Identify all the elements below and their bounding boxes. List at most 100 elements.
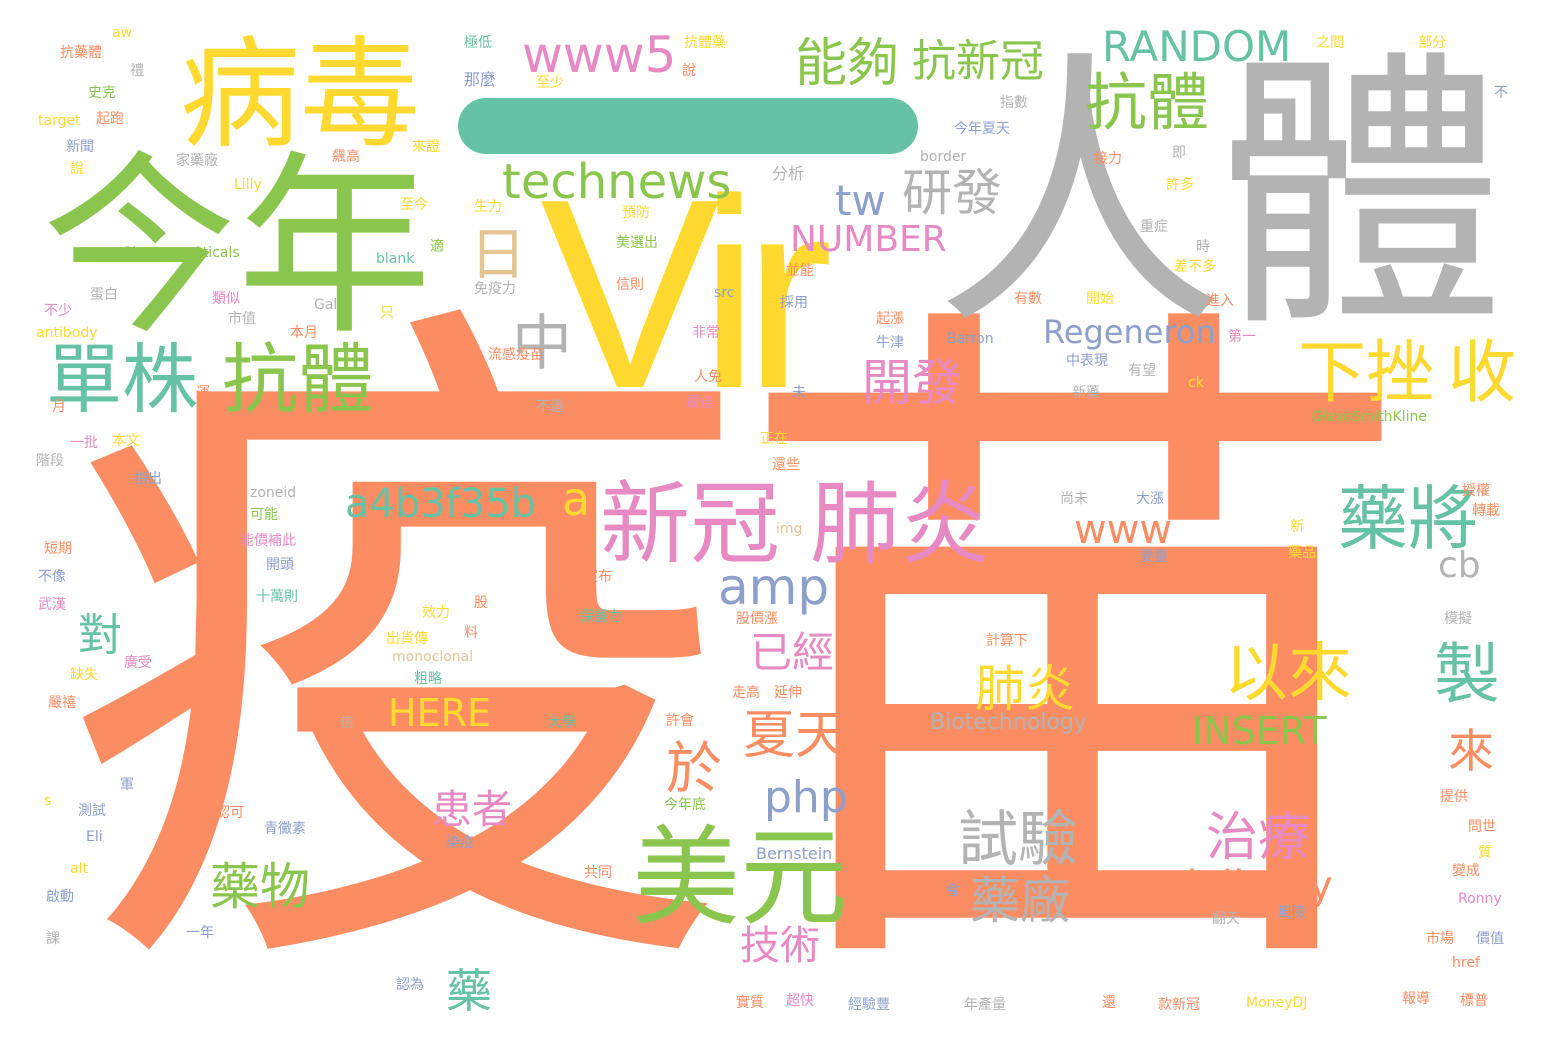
word-cloud-term: 治療 (1206, 808, 1311, 868)
word-cloud-term: 超快 (786, 993, 814, 1009)
word-cloud-term: 一批 (70, 435, 98, 451)
word-cloud-term: INSERT (1192, 709, 1327, 753)
word-cloud-term: 粗略 (414, 671, 442, 687)
word-cloud-term: 藥將 (1338, 478, 1478, 560)
word-cloud-term: amp (718, 558, 830, 616)
word-cloud-term: 自圖 (564, 893, 592, 909)
word-cloud-term: 認為 (396, 977, 424, 993)
word-cloud-term: 經驗豐 (848, 997, 890, 1013)
word-cloud-term: 變成 (1452, 863, 1480, 879)
word-cloud-term: 階段 (36, 453, 64, 469)
word-cloud-term: 中表現 (1066, 353, 1108, 369)
word-cloud-term: 那麼 (464, 70, 497, 89)
word-cloud-term: 來 (1448, 724, 1494, 778)
word-cloud-term: 抗新冠 (912, 36, 1044, 87)
word-cloud-term: 重症 (1140, 219, 1168, 235)
word-cloud-term: 不 (1494, 85, 1508, 101)
word-cloud-term: border (920, 149, 967, 165)
word-cloud-term: 許會 (666, 713, 694, 729)
word-cloud-term: 轉載 (1472, 503, 1500, 519)
word-cloud-term: Regeneron (1043, 313, 1216, 351)
word-cloud-term: 股 (474, 595, 488, 611)
word-cloud-term: 來證 (412, 139, 440, 155)
word-cloud-term: 課 (46, 931, 60, 947)
word-cloud-term: href (1452, 955, 1480, 971)
word-cloud-term: 藥 (446, 964, 492, 1018)
word-cloud-term: 已經 (750, 628, 835, 677)
word-cloud-term: 美元 (632, 816, 849, 941)
word-cloud-term: 軍 (120, 777, 134, 793)
word-cloud-term: Vir (540, 144, 833, 445)
word-cloud-term: 人體 (935, 28, 1505, 365)
word-cloud-term: 授權 (1462, 483, 1490, 499)
word-cloud-term: 指出 (134, 471, 162, 487)
word-cloud-term: 計算下 (986, 633, 1028, 649)
word-cloud-term: ck (1188, 375, 1204, 391)
word-cloud-term: 美國藥 (1114, 405, 1156, 421)
word-cloud-term: 股價漲 (736, 611, 778, 627)
word-cloud-term: 人免 (694, 369, 722, 385)
word-cloud-term: 非常 (692, 325, 720, 341)
word-cloud-term: 藥物 (210, 858, 310, 916)
word-cloud-term: 中 (512, 309, 572, 379)
word-cloud-term: 武漢 (38, 597, 66, 613)
word-cloud-term: 能價補此 (240, 533, 296, 549)
word-cloud-term: 起漲 (876, 311, 904, 327)
word-cloud-term: 有數 (1014, 291, 1042, 307)
word-cloud-term: 價值 (1476, 931, 1504, 947)
word-cloud-term: 啟動 (46, 889, 74, 905)
word-cloud-term: a4b3f35b (345, 481, 537, 527)
word-cloud-term: 質 (1478, 845, 1492, 861)
word-cloud-term: Barron (947, 331, 994, 347)
word-cloud-term: 認可 (216, 805, 244, 821)
word-cloud-term: 美選出 (616, 235, 658, 251)
word-cloud-term: 分析 (772, 164, 805, 183)
word-cloud-term: 類似 (212, 291, 240, 307)
word-cloud-term: cb (1438, 545, 1481, 586)
word-cloud-term: 即 (1172, 145, 1186, 161)
word-cloud-term: Eli (86, 829, 103, 845)
word-cloud-term: 還些 (772, 457, 800, 473)
word-cloud-term: 肺炎 (975, 660, 1075, 718)
word-cloud-term: 問世 (1468, 819, 1496, 835)
word-cloud-term: 起跑 (96, 111, 124, 127)
word-cloud-term: 春天 (420, 325, 448, 341)
word-cloud-term: 有望 (1128, 363, 1156, 379)
word-cloud-term: 研發 (902, 164, 1002, 222)
word-cloud-term: GlaxoSmithKline (1312, 409, 1427, 425)
word-cloud-term: 生力 (474, 199, 502, 215)
word-cloud-term: 說 (70, 161, 84, 177)
word-cloud-term: 信則 (616, 277, 644, 293)
word-cloud-term: Pharmaceuticals (124, 245, 240, 261)
word-cloud-term: 未 (792, 385, 806, 401)
word-cloud-term: 抗體 (1085, 66, 1210, 139)
word-cloud-term: monoclonal (392, 649, 474, 665)
word-cloud-term: delivery (1172, 863, 1333, 909)
word-cloud-term: 標普 (1460, 993, 1488, 1009)
word-cloud-term: 延伸 (774, 685, 802, 701)
word-cloud-term: 史克 (88, 85, 116, 101)
word-cloud-term: Bernstein (756, 844, 833, 863)
word-cloud-term: alt (70, 861, 88, 877)
word-cloud-term: 今年底 (664, 797, 706, 813)
word-cloud-term: 大學 (548, 715, 576, 731)
word-cloud-term: 料 (464, 625, 478, 641)
word-cloud-term: 市場 (1426, 931, 1454, 947)
word-cloud-term: Gal (314, 297, 338, 313)
word-cloud-term: 禮 (130, 63, 144, 79)
word-cloud-term: 不少 (44, 303, 72, 319)
word-cloud-term: 要靈 (1140, 549, 1168, 565)
word-cloud-term: 翻天 (1212, 911, 1240, 927)
word-cloud-term: NUMBER (790, 219, 947, 260)
word-cloud-term: 今年 (42, 134, 432, 361)
word-cloud-term: 飆高 (332, 149, 360, 165)
word-cloud-term: Ronny (1458, 891, 1502, 907)
word-cloud-term: 指數 (1000, 95, 1028, 111)
word-cloud-term: 適 (430, 239, 444, 255)
word-cloud-term: 抗體 (222, 335, 374, 424)
word-cloud-term: technews (502, 154, 732, 210)
word-cloud-term: zoneid (250, 485, 297, 501)
word-cloud-term: 差不多 (1174, 259, 1216, 275)
word-cloud-term: src (714, 285, 735, 301)
word-cloud-term: 廣受 (124, 655, 152, 671)
